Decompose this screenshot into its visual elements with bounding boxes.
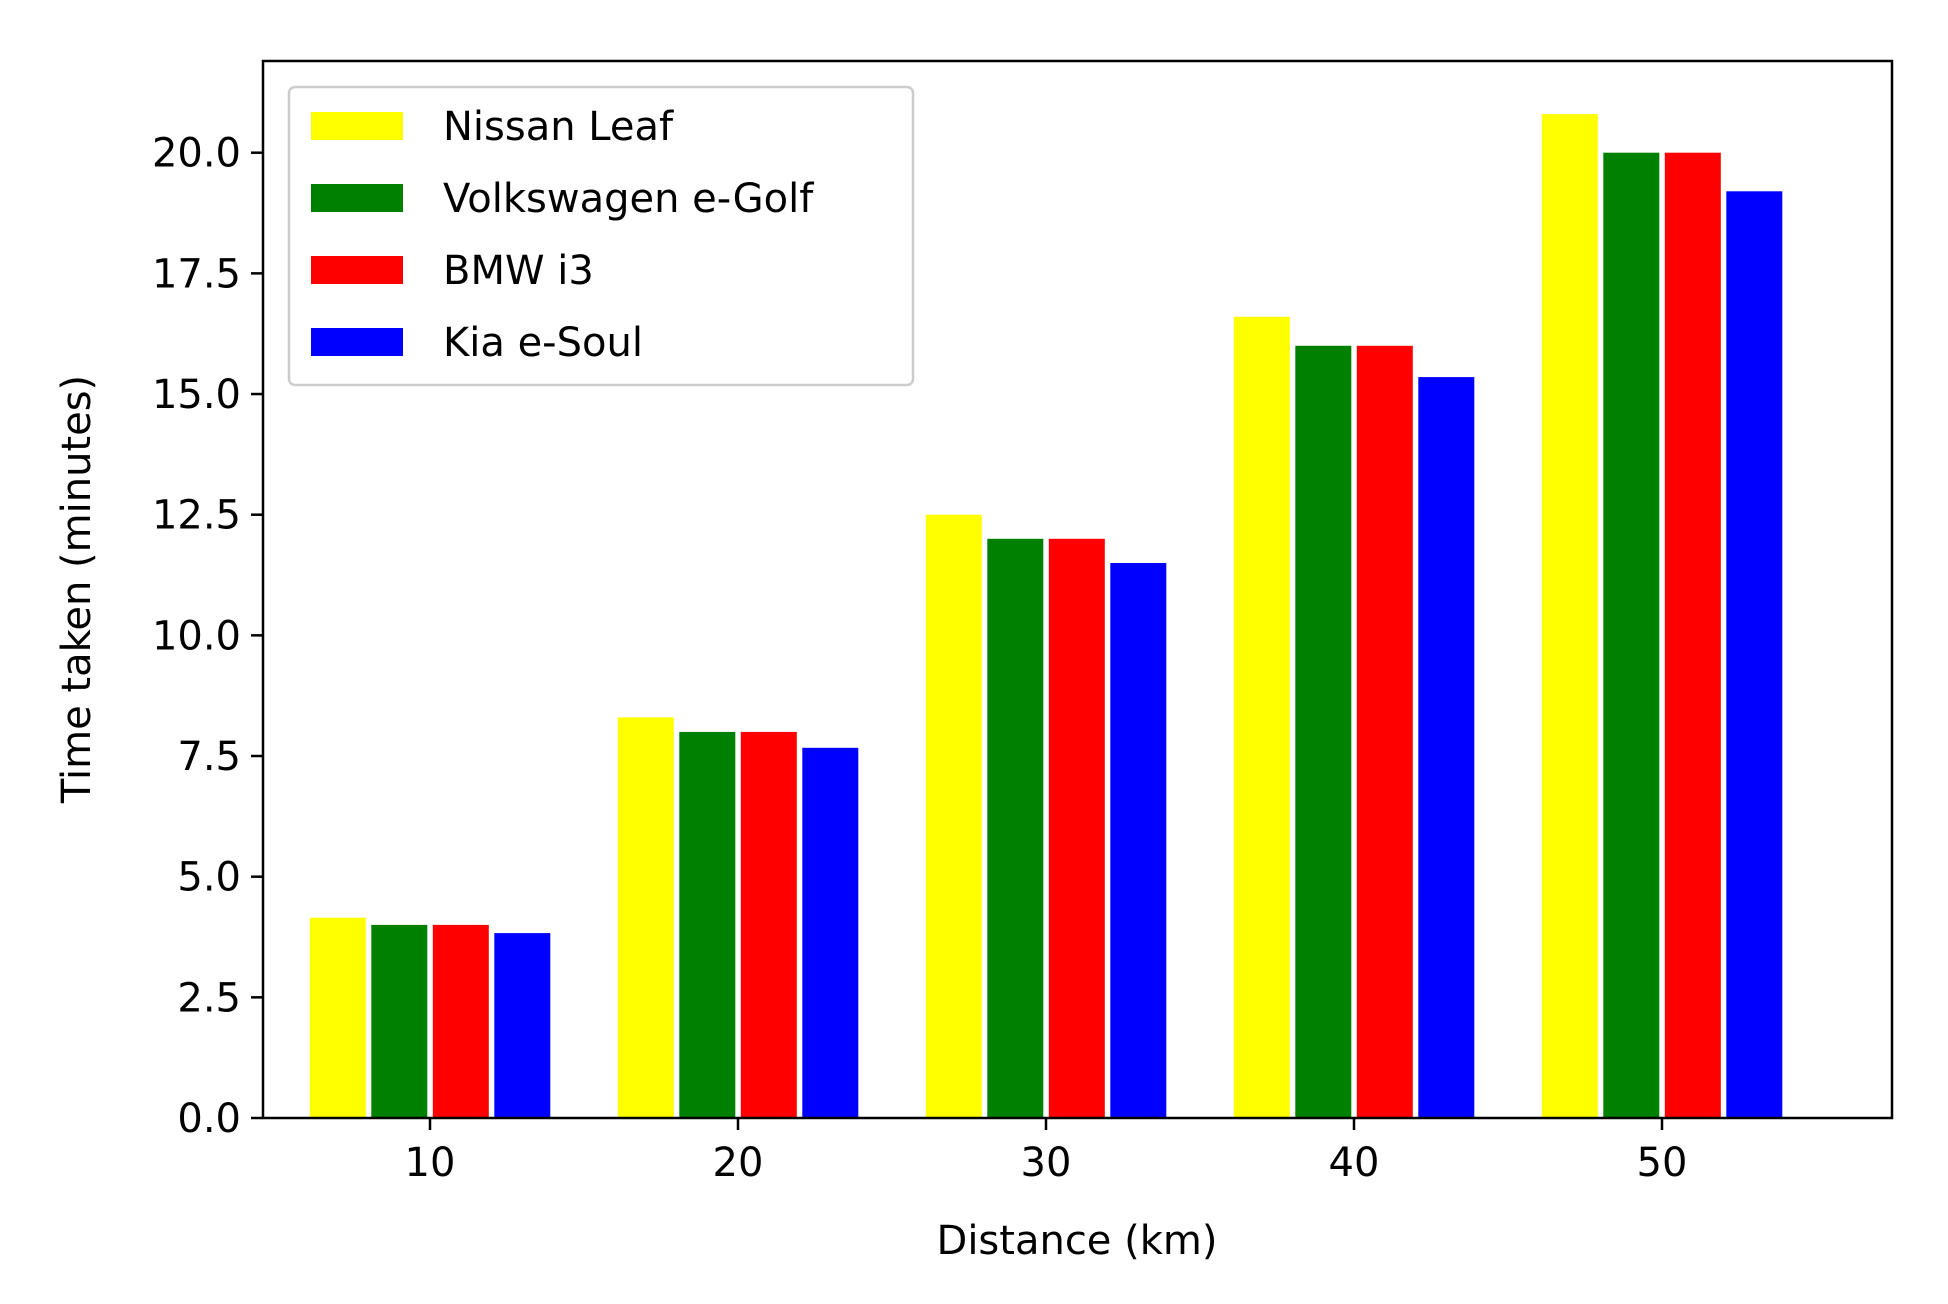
y-tick-label: 15.0 — [152, 372, 241, 418]
bar-bmw-i3-40 — [1356, 345, 1413, 1118]
bar-volkswagen-e-golf-30 — [987, 538, 1044, 1118]
legend-frame — [287, 85, 915, 387]
bar-kia-e-soul-40 — [1418, 377, 1475, 1119]
bar-nissan-leaf-50 — [1541, 114, 1598, 1119]
bar-kia-e-soul-10 — [494, 933, 551, 1118]
legend-swatch — [311, 256, 403, 284]
x-tick-label: 20 — [713, 1140, 764, 1186]
bar-bmw-i3-20 — [740, 731, 797, 1118]
legend-label: Nissan Leaf — [443, 104, 674, 150]
bars-group — [309, 114, 1783, 1119]
legend-label: Kia e-Soul — [443, 320, 643, 366]
legend-swatch — [311, 112, 403, 140]
bar-nissan-leaf-20 — [617, 717, 674, 1118]
x-axis-label: Distance (km) — [937, 1218, 1218, 1264]
y-tick-label: 5.0 — [177, 855, 241, 901]
bar-volkswagen-e-golf-40 — [1295, 345, 1352, 1118]
y-axis: 0.0 2.5 5.0 7.5 10.0 12.5 15.0 17.5 20.0 — [152, 131, 263, 1142]
y-axis-label: Time taken (minutes) — [54, 375, 100, 804]
legend-label: BMW i3 — [443, 248, 594, 294]
bar-nissan-leaf-30 — [925, 514, 982, 1118]
bar-volkswagen-e-golf-20 — [679, 731, 736, 1118]
y-tick-label: 12.5 — [152, 493, 241, 539]
legend-swatch — [311, 328, 403, 356]
bar-nissan-leaf-10 — [309, 917, 366, 1118]
y-tick-label: 20.0 — [152, 131, 241, 177]
bar-bmw-i3-50 — [1664, 152, 1721, 1118]
bar-bmw-i3-30 — [1048, 538, 1105, 1118]
bar-volkswagen-e-golf-50 — [1603, 152, 1660, 1118]
bar-bmw-i3-10 — [432, 924, 489, 1118]
plot-frame — [261, 59, 1894, 1120]
y-tick-label: 0.0 — [177, 1096, 241, 1142]
bar-volkswagen-e-golf-10 — [371, 924, 428, 1118]
x-tick-label: 40 — [1329, 1140, 1380, 1186]
bar-kia-e-soul-30 — [1110, 563, 1167, 1118]
y-tick-label: 10.0 — [152, 613, 241, 659]
y-tick-label: 7.5 — [177, 734, 241, 780]
y-tick-label: 2.5 — [177, 975, 241, 1021]
legend-swatch — [311, 184, 403, 212]
bar-kia-e-soul-20 — [802, 747, 859, 1118]
legend: Nissan Leaf Volkswagen e-Golf BMW i3 Kia e-… — [287, 85, 915, 387]
bar-kia-e-soul-50 — [1726, 191, 1783, 1119]
y-tick-label: 17.5 — [152, 251, 241, 297]
legend-label: Volkswagen e-Golf — [443, 176, 814, 222]
x-axis: 10 20 30 40 50 — [405, 1118, 1688, 1186]
bar-nissan-leaf-40 — [1233, 316, 1290, 1118]
x-tick-label: 50 — [1637, 1140, 1688, 1186]
x-tick-label: 30 — [1021, 1140, 1072, 1186]
x-tick-label: 10 — [405, 1140, 456, 1186]
